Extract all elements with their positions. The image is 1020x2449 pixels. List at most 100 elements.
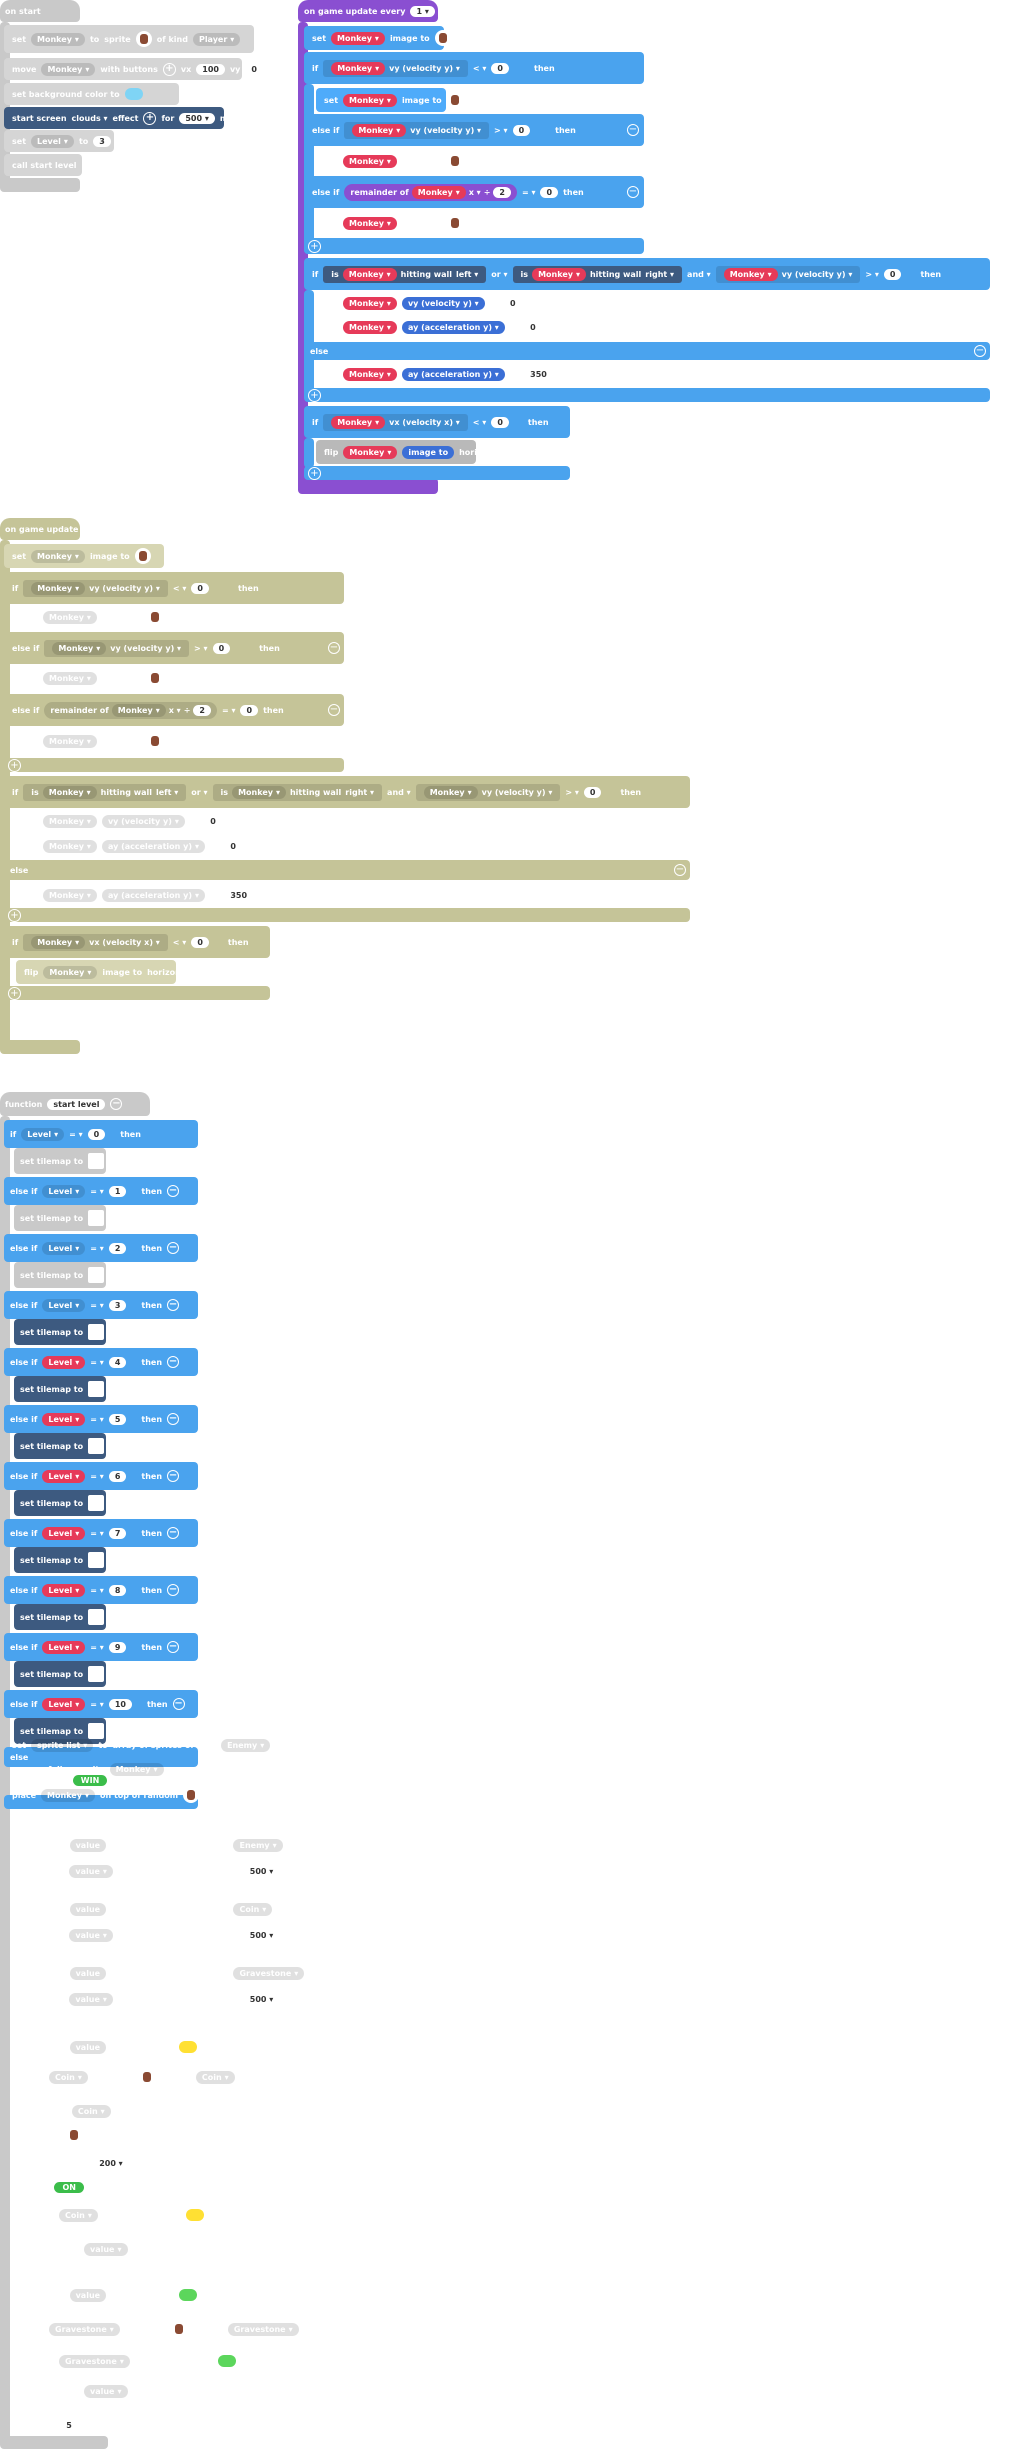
logic-dropdown[interactable]: and <box>687 270 711 279</box>
logic-dropdown[interactable]: or <box>191 788 207 797</box>
zero-input[interactable]: 0 <box>583 786 602 798</box>
value-dropdown[interactable]: value <box>84 2242 128 2256</box>
add-branch-icon[interactable]: + <box>8 759 21 772</box>
loop-var[interactable]: value <box>69 1902 107 1916</box>
level-var-dropdown[interactable]: Level <box>42 1469 86 1483</box>
gravestone-image[interactable] <box>170 2321 187 2337</box>
remove-branch-icon[interactable]: − <box>167 1299 180 1311</box>
logic-dropdown[interactable]: and <box>387 788 411 797</box>
loop-var[interactable]: value <box>69 2288 107 2302</box>
kind-dropdown[interactable]: Gravestone <box>227 2322 299 2336</box>
vx-input[interactable]: 100 <box>196 63 225 75</box>
monkey-var-dropdown[interactable]: Monkey <box>331 61 386 75</box>
add-branch-icon[interactable]: + <box>8 909 21 922</box>
remove-else-icon[interactable]: − <box>974 345 986 357</box>
ay-prop-dropdown[interactable]: ay (acceleration y) <box>101 839 205 853</box>
kind-dropdown[interactable]: Enemy <box>233 1838 283 1852</box>
operator-dropdown[interactable]: > <box>865 270 879 279</box>
monkey-var-dropdown[interactable]: Monkey <box>41 1788 95 1802</box>
yellow-tile[interactable] <box>179 2041 198 2053</box>
level-number-input[interactable]: 3 <box>108 1299 127 1311</box>
level-number-input[interactable]: 0 <box>87 1128 106 1140</box>
monkey-image[interactable] <box>446 215 463 231</box>
monkey-image[interactable] <box>134 548 151 564</box>
operator-dropdown[interactable]: = <box>90 1415 104 1424</box>
operator-dropdown[interactable]: = <box>90 1472 104 1481</box>
operator-dropdown[interactable]: > <box>494 126 508 135</box>
kind-dropdown[interactable]: Coin <box>233 1902 273 1916</box>
level-var-dropdown[interactable]: Level <box>31 134 74 148</box>
ay-prop-dropdown[interactable]: ay (acceleration y) <box>401 367 505 381</box>
monkey-var-dropdown[interactable]: Monkey <box>343 367 397 381</box>
remove-branch-icon[interactable]: − <box>167 1185 180 1197</box>
green-tile[interactable] <box>218 2355 236 2367</box>
monkey-var-dropdown[interactable]: Monkey <box>111 703 166 717</box>
level-var-dropdown[interactable]: Level <box>42 1298 86 1312</box>
interval-input[interactable]: 200 <box>93 2157 129 2169</box>
vy-prop-dropdown[interactable]: vy (velocity y) <box>89 584 160 593</box>
frames-image[interactable] <box>66 2127 83 2143</box>
add-icon[interactable]: + <box>117 1864 131 1878</box>
operator-dropdown[interactable]: > <box>565 788 579 797</box>
zero-input[interactable]: 0 <box>540 186 559 198</box>
remove-branch-icon[interactable]: − <box>627 124 639 136</box>
operator-dropdown[interactable]: = <box>90 1358 104 1367</box>
monkey-var-dropdown[interactable]: Monkey <box>423 785 478 799</box>
loop-var[interactable]: value <box>69 1838 107 1852</box>
tilemap-thumbnail[interactable] <box>88 1267 105 1283</box>
coin-var-dropdown[interactable]: Coin <box>49 2070 88 2084</box>
add-icon[interactable]: + <box>117 1992 131 2006</box>
monkey-var-dropdown[interactable]: Monkey <box>31 581 86 595</box>
remove-branch-icon[interactable]: − <box>167 1470 180 1482</box>
tilemap-thumbnail[interactable] <box>88 1495 105 1511</box>
monkey-image[interactable] <box>146 733 163 749</box>
zero-input[interactable]: 0 <box>191 936 209 948</box>
zero-input[interactable]: 0 <box>491 416 509 428</box>
monkey-var-dropdown[interactable]: Monkey <box>109 1762 164 1776</box>
function-name-input[interactable]: start level <box>47 1098 106 1110</box>
vy-input[interactable]: 0 <box>245 63 263 75</box>
level-number-input[interactable]: 8 <box>108 1584 127 1596</box>
monkey-var-dropdown[interactable]: Monkey <box>343 216 397 230</box>
life-input[interactable]: 5 <box>60 2419 78 2431</box>
level-var-dropdown[interactable]: Level <box>42 1355 86 1369</box>
wall-side-dropdown[interactable]: right <box>345 788 374 797</box>
kind-dropdown[interactable]: Coin <box>195 2070 235 2084</box>
level-var-dropdown[interactable]: Level <box>42 1412 86 1426</box>
sprite-list-dropdown[interactable]: sprite list <box>31 1738 94 1752</box>
zero-input[interactable]: 0 <box>491 62 509 74</box>
level-var-dropdown[interactable]: Level <box>42 1241 86 1255</box>
zero-input[interactable]: 0 <box>524 321 542 333</box>
monkey-image[interactable] <box>146 670 163 686</box>
x-prop-dropdown[interactable]: x <box>169 706 181 715</box>
function-param-icon[interactable]: − <box>110 1098 123 1110</box>
level-number-input[interactable]: 1 <box>108 1185 127 1197</box>
coin-var-dropdown[interactable]: Coin <box>59 2208 98 2222</box>
level-number-input[interactable]: 9 <box>108 1641 127 1653</box>
remainder-block[interactable]: remainder of Monkey x ÷ 2 <box>44 701 217 719</box>
remove-branch-icon[interactable]: − <box>167 1584 180 1596</box>
remainder-block[interactable]: remainder of Monkey x ÷ 2 <box>344 183 517 201</box>
operator-dropdown[interactable]: < <box>473 418 487 427</box>
value-dropdown[interactable]: value <box>69 1992 113 2006</box>
add-branch-icon[interactable]: + <box>308 240 321 253</box>
monkey-var-dropdown[interactable]: Monkey <box>43 814 97 828</box>
tilemap-thumbnail[interactable] <box>88 1381 105 1397</box>
monkey-var-dropdown[interactable]: Monkey <box>352 123 407 137</box>
tilemap-thumbnail[interactable] <box>88 1609 105 1625</box>
effect-ms-input[interactable]: 500 <box>243 1865 280 1877</box>
operator-dropdown[interactable]: = <box>90 1643 104 1652</box>
add-icon[interactable]: + <box>117 1928 131 1942</box>
monkey-var-dropdown[interactable]: Monkey <box>43 671 97 685</box>
vy-prop-dropdown[interactable]: vy (velocity y) <box>401 296 485 310</box>
operator-dropdown[interactable]: = <box>522 188 536 197</box>
monkey-var-dropdown[interactable]: Monkey <box>43 965 98 979</box>
vy-prop-dropdown[interactable]: vy (velocity y) <box>782 270 853 279</box>
level-var-dropdown[interactable]: Level <box>42 1697 86 1711</box>
kind-dropdown[interactable]: Player <box>192 32 241 46</box>
operator-dropdown[interactable]: = <box>90 1586 104 1595</box>
operator-dropdown[interactable]: = <box>90 1529 104 1538</box>
remove-branch-icon[interactable]: − <box>167 1527 180 1539</box>
ay-prop-dropdown[interactable]: ay (acceleration y) <box>101 888 205 902</box>
tilemap-thumbnail[interactable] <box>88 1210 105 1226</box>
